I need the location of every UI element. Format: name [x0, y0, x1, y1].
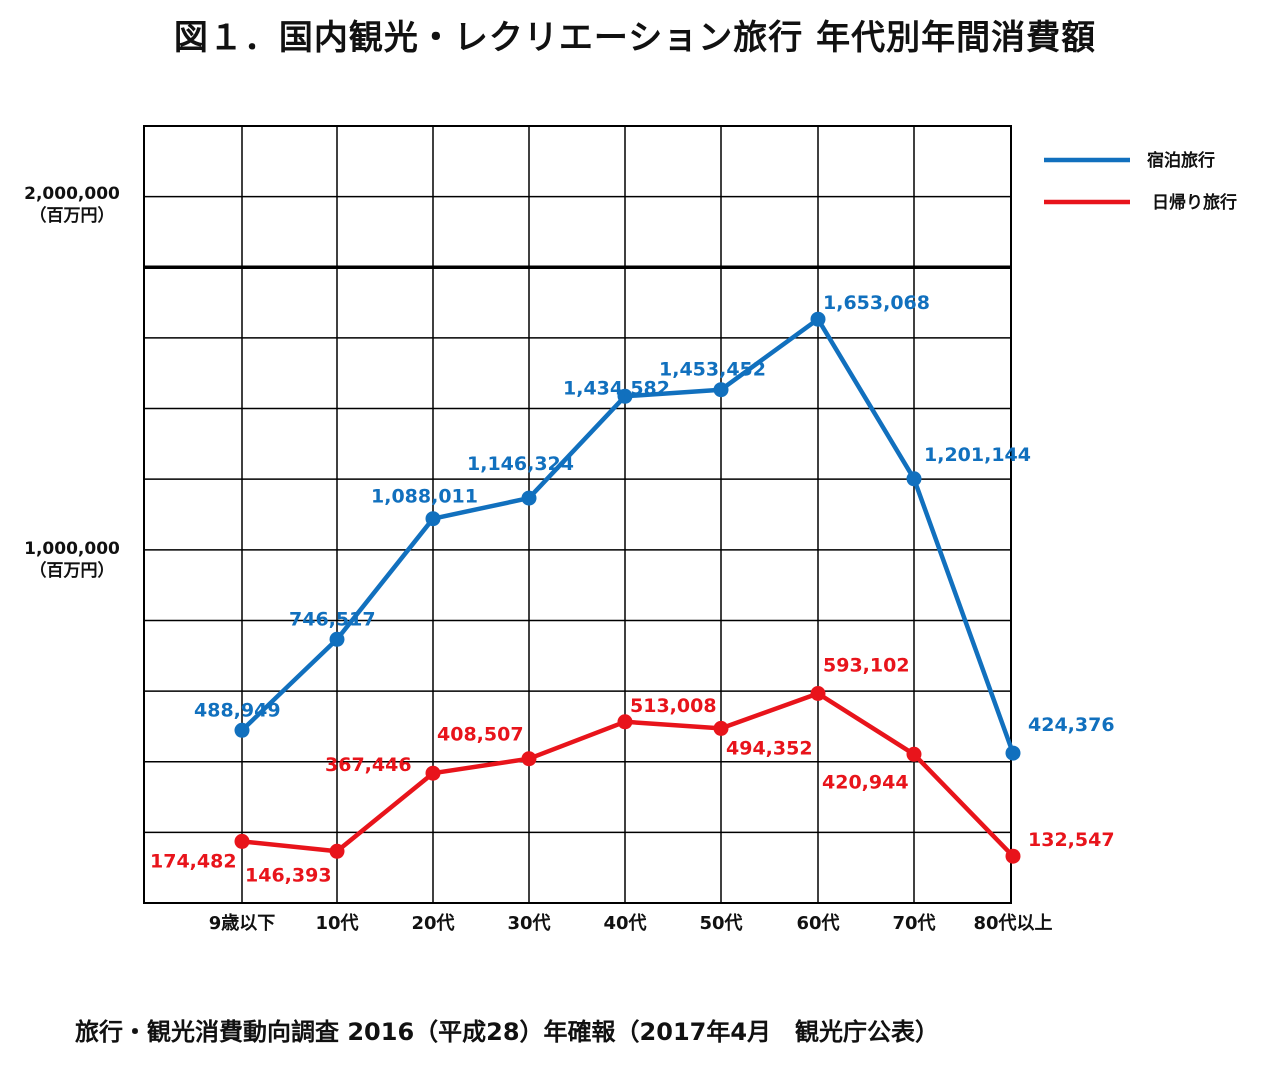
- x-axis-tick-labels: 9歳以下 10代 20代 30代 40代 50代 60代 70代 80代以上: [209, 913, 1053, 934]
- data-label: 494,352: [726, 737, 813, 759]
- plot-frame: [143, 125, 1012, 904]
- source-note: 旅行・観光消費動向調査 2016（平成28）年確報（2017年4月 観光庁公表）: [75, 1018, 940, 1046]
- data-label: 132,547: [1028, 829, 1115, 851]
- data-point: [521, 490, 537, 506]
- legend-label: 日帰り旅行: [1152, 192, 1237, 213]
- data-label: 1,653,068: [823, 292, 930, 314]
- data-label: 513,008: [630, 695, 717, 717]
- data-label: 367,446: [325, 754, 412, 776]
- data-label: 420,944: [822, 771, 909, 793]
- y-tick-label-1000000: 1,000,000 （百万円）: [12, 538, 132, 582]
- x-tick-label: 50代: [699, 913, 742, 934]
- data-point: [617, 714, 633, 730]
- x-tick-label: 30代: [507, 913, 550, 934]
- data-point: [617, 388, 633, 404]
- chart-grid: [143, 125, 1012, 904]
- data-point: [234, 722, 250, 738]
- data-label: 1,088,011: [371, 486, 478, 508]
- data-label: 174,482: [150, 850, 237, 872]
- data-point: [425, 511, 441, 527]
- x-tick-label: 9歳以下: [209, 913, 276, 934]
- y-tick-unit: （百万円）: [29, 561, 115, 581]
- data-point: [329, 843, 345, 859]
- x-tick-label: 70代: [892, 913, 935, 934]
- data-point: [425, 765, 441, 781]
- series-points: [234, 311, 1021, 864]
- legend-label: 宿泊旅行: [1147, 150, 1215, 171]
- data-label: 593,102: [823, 655, 910, 677]
- data-label: 408,507: [437, 724, 524, 746]
- x-tick-label: 10代: [315, 913, 358, 934]
- x-tick-label: 80代以上: [973, 913, 1052, 934]
- y-tick-label-2000000: 2,000,000 （百万円）: [12, 183, 132, 227]
- data-point: [906, 746, 922, 762]
- data-point: [906, 471, 922, 487]
- data-point: [234, 833, 250, 849]
- data-label: 1,201,144: [924, 444, 1031, 466]
- data-label: 488,949: [194, 699, 281, 721]
- data-label: 1,146,324: [467, 453, 574, 475]
- data-point: [521, 751, 537, 767]
- x-tick-label: 40代: [603, 913, 646, 934]
- y-tick-value: 1,000,000: [24, 539, 120, 559]
- data-point: [713, 720, 729, 736]
- series-labels: 488,949 746,517 1,088,011 1,146,324 1,434,58…: [150, 292, 1115, 886]
- x-tick-label: 20代: [411, 913, 454, 934]
- y-tick-unit: （百万円）: [29, 206, 115, 226]
- data-point: [713, 382, 729, 398]
- data-label: 746,517: [289, 608, 376, 630]
- x-tick-label: 60代: [796, 913, 839, 934]
- data-label: 146,393: [245, 864, 332, 886]
- data-label: 1,453,452: [659, 359, 766, 381]
- data-label: 1,434,582: [563, 377, 670, 399]
- data-point: [329, 631, 345, 647]
- data-point: [810, 311, 826, 327]
- data-point: [1005, 745, 1021, 761]
- chart-title: 図１．国内観光・レクリエーション旅行 年代別年間消費額: [173, 18, 1097, 58]
- line-chart: 488,949 746,517 1,088,011 1,146,324 1,434,58…: [143, 125, 1237, 934]
- data-label: 424,376: [1028, 714, 1115, 736]
- y-tick-value: 2,000,000: [24, 184, 120, 204]
- data-point: [810, 686, 826, 701]
- data-point: [1005, 848, 1021, 864]
